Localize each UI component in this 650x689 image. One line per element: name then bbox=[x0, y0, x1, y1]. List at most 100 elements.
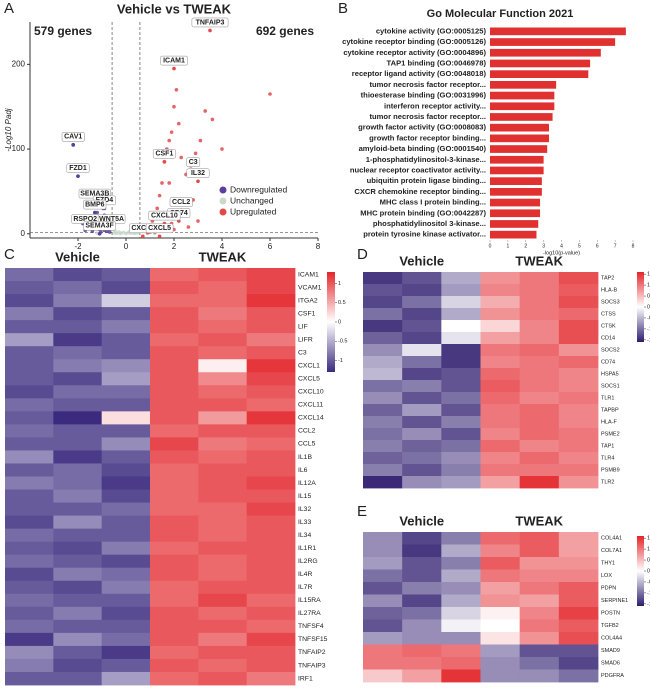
row-label: IL34 bbox=[298, 532, 311, 539]
heatmap-cell bbox=[53, 658, 103, 673]
heatmap-cell bbox=[246, 463, 296, 477]
heatmap-cell bbox=[101, 645, 151, 660]
category-label: TAP1 binding (GO:0046978) bbox=[387, 58, 487, 67]
legend-label: Unchanged bbox=[230, 195, 274, 205]
heatmap-cell bbox=[198, 450, 248, 464]
point bbox=[118, 231, 122, 236]
row-label: IRF1 bbox=[298, 675, 313, 682]
row-label: LIF bbox=[298, 323, 308, 330]
heatmap-cell bbox=[402, 428, 442, 441]
heatmap-cell bbox=[402, 476, 442, 489]
heatmap-cell bbox=[480, 284, 521, 297]
heatmap-cell bbox=[101, 359, 151, 373]
heatmap-cell bbox=[402, 464, 442, 477]
heatmap-cell bbox=[53, 281, 103, 295]
row-label: COL7A1 bbox=[601, 548, 622, 554]
heatmap-cell bbox=[101, 567, 151, 582]
row-label: COL4A1 bbox=[601, 536, 622, 542]
heatmap-cell bbox=[558, 452, 599, 465]
heatmap-cell bbox=[150, 658, 199, 673]
heatmap-cell bbox=[246, 294, 296, 308]
panel-label: D bbox=[357, 246, 368, 263]
group-label: TWEAK bbox=[515, 253, 563, 268]
label-box bbox=[148, 210, 181, 221]
heatmap-cell bbox=[53, 567, 103, 582]
heatmap-cell bbox=[101, 619, 151, 634]
heatmap-cell bbox=[519, 569, 560, 583]
heatmap-cell bbox=[198, 606, 248, 621]
heatmap-cell bbox=[402, 404, 442, 417]
heatmap-cell bbox=[246, 372, 296, 386]
heatmap-cell bbox=[402, 284, 442, 297]
row-label: TNFAIP2 bbox=[298, 649, 326, 656]
heatmap-cell bbox=[246, 385, 296, 399]
heatmap-cell bbox=[246, 554, 296, 569]
bar bbox=[490, 80, 557, 89]
gene-label: CXCL1 bbox=[131, 225, 154, 232]
heatmap-cell bbox=[558, 582, 599, 595]
heatmap-cell bbox=[101, 476, 151, 490]
gene-label: SEMA3B bbox=[80, 190, 109, 197]
heatmap-cell bbox=[480, 476, 521, 489]
legend-swatch bbox=[219, 208, 227, 216]
row-label: IL12A bbox=[298, 480, 316, 487]
heatmap-cell bbox=[246, 580, 296, 595]
row-label: IL27RA bbox=[298, 610, 321, 617]
gene-label: TNFAIP3 bbox=[196, 19, 225, 26]
heatmap-cell bbox=[198, 437, 248, 451]
heatmap-cell bbox=[150, 398, 199, 412]
heatmap-cell bbox=[198, 424, 248, 438]
gene-label: SEMA3F bbox=[85, 223, 114, 230]
heatmap-cell bbox=[363, 296, 403, 309]
y-tick-label: 100 bbox=[12, 144, 26, 153]
heatmap-cell bbox=[558, 428, 599, 441]
heatmap-cell bbox=[558, 416, 599, 429]
row-label: HLA-F bbox=[601, 419, 618, 425]
gene-label: IL32 bbox=[191, 170, 205, 177]
heatmap-cell bbox=[53, 476, 103, 490]
heatmap-cell bbox=[150, 619, 199, 634]
row-label: TLR2 bbox=[601, 479, 614, 485]
heatmap-cell bbox=[5, 450, 54, 464]
heatmap-cell bbox=[519, 532, 560, 545]
heatmap-cell bbox=[480, 569, 521, 583]
heatmap-cell bbox=[480, 404, 521, 417]
annotated-point bbox=[172, 66, 176, 71]
x-tick-label: 8 bbox=[632, 243, 635, 249]
heatmap-cell bbox=[5, 632, 54, 647]
heatmap-cell bbox=[363, 284, 403, 297]
heatmap-cell bbox=[558, 368, 599, 381]
bar bbox=[490, 220, 539, 228]
heatmap-cell bbox=[441, 619, 481, 633]
bar bbox=[490, 102, 555, 111]
heatmap-cell bbox=[198, 489, 248, 503]
heatmap-cell bbox=[5, 489, 54, 503]
heatmap-cell bbox=[101, 528, 151, 543]
category-label: cytokine activity (GO:0005125) bbox=[376, 26, 487, 35]
heatmap-cell bbox=[480, 557, 521, 570]
bar bbox=[490, 113, 553, 121]
heatmap-cell bbox=[246, 502, 296, 516]
heatmap-cell bbox=[150, 346, 199, 360]
point bbox=[167, 138, 171, 143]
bar bbox=[490, 198, 541, 207]
row-label: VCAM1 bbox=[298, 284, 322, 291]
heatmap-cell bbox=[150, 411, 199, 425]
annotated-point bbox=[71, 143, 75, 147]
annotated-point bbox=[162, 159, 167, 164]
heatmap-cell bbox=[246, 593, 296, 608]
point bbox=[157, 193, 162, 198]
heatmap-cell bbox=[441, 607, 481, 620]
heatmap-cell bbox=[441, 594, 481, 608]
bar bbox=[490, 166, 544, 175]
heatmap-cell bbox=[246, 645, 296, 660]
y-tick-label: 0 bbox=[21, 229, 26, 238]
heatmap-cell bbox=[150, 476, 199, 490]
heatmap-cell bbox=[519, 464, 560, 477]
heatmap-cell bbox=[101, 580, 151, 595]
heatmap-cell bbox=[441, 356, 481, 369]
heatmap-cell bbox=[101, 502, 151, 516]
category-label: growth factor receptor binding... bbox=[369, 133, 486, 142]
heatmap-cell bbox=[53, 580, 103, 595]
heatmap-cell bbox=[150, 489, 199, 503]
